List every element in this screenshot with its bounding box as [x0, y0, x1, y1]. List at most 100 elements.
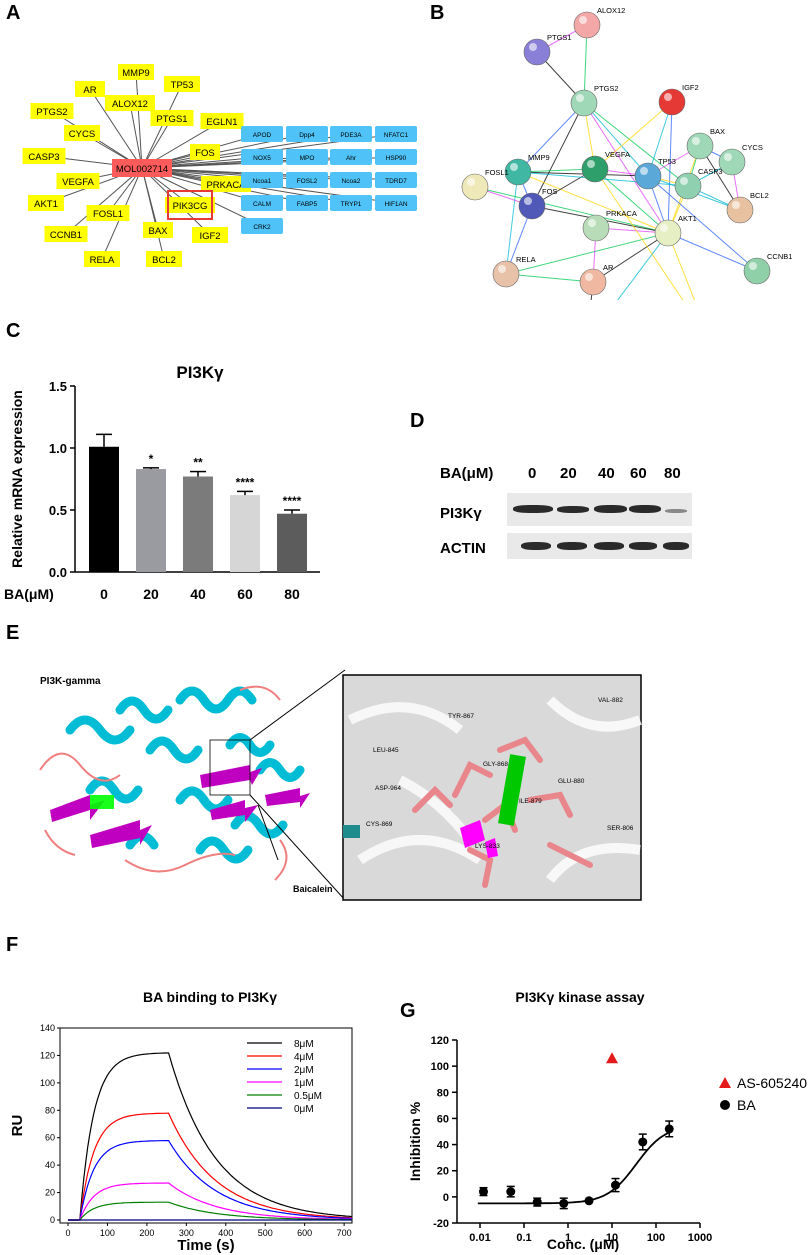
- chart-f-legend-label: 4μM: [294, 1052, 314, 1063]
- node-fos: FOS: [190, 144, 220, 160]
- chart-g-ytick: 40: [437, 1140, 449, 1152]
- chart-f-ytick: 40: [45, 1160, 55, 1170]
- ppi-node-fosl1: FOSL1: [461, 168, 509, 201]
- chart-g-xtick: 1: [565, 1232, 571, 1244]
- chart-f-ytick: 140: [40, 1023, 55, 1033]
- svg-text:CYCS: CYCS: [742, 143, 763, 152]
- node-prkaca: PRKACA: [201, 176, 251, 192]
- wb-header-label: BA(μM): [440, 465, 494, 482]
- chart-c-sig: ****: [236, 475, 255, 489]
- kinase-assay-chart: PI3Kγ kinase assay Inhibition % Conc. (μM)…: [407, 989, 807, 1252]
- svg-text:AKT1: AKT1: [34, 199, 58, 210]
- svg-text:IGF2: IGF2: [682, 83, 699, 92]
- chart-g-ytick: 100: [431, 1061, 449, 1073]
- node-pik3cg: PIK3CG: [165, 197, 215, 213]
- node-tdrd7: TDRD7: [375, 172, 417, 188]
- ppi-node-fos: FOS: [518, 187, 557, 220]
- chart-f-xtick: 0: [65, 1228, 70, 1238]
- svg-text:Ncoa1: Ncoa1: [253, 178, 272, 185]
- svg-text:PTGS1: PTGS1: [156, 114, 187, 125]
- svg-text:PIK3CG: PIK3CG: [173, 201, 208, 212]
- node-vegfa: VEGFA: [56, 173, 100, 189]
- ppi-node-igf2: IGF2: [658, 83, 699, 116]
- node-ptgs1: PTGS1: [150, 110, 194, 126]
- svg-text:TDRD7: TDRD7: [385, 178, 407, 185]
- compound-target-network: MMP9 AR TP53 ALOX12 PTGS2 PTGS1 EGLN1 CYCS FOS CA…: [22, 64, 417, 267]
- chart-f-title: BA binding to PI3Kγ: [143, 989, 277, 1005]
- residue-glu-880: GLU-880: [558, 778, 585, 785]
- svg-text:Dpp4: Dpp4: [299, 132, 315, 139]
- ppi-node-bax: BAX: [686, 127, 725, 160]
- chart-g-point: [606, 1052, 619, 1064]
- chart-g-point: [532, 1197, 542, 1207]
- svg-text:VEGFA: VEGFA: [62, 177, 94, 188]
- chart-c-bar: [136, 469, 166, 572]
- ppi-node-akt1: AKT1: [654, 214, 697, 247]
- chart-g-ytick: 60: [437, 1113, 449, 1125]
- chart-f-ytick: 80: [45, 1105, 55, 1115]
- chart-g-point: [664, 1124, 674, 1134]
- ppi-node-rela: RELA: [492, 255, 536, 288]
- chart-c-ytick: 1.5: [49, 379, 67, 394]
- chart-g-xtick: 0.1: [516, 1232, 531, 1244]
- node-mpo: MPO: [286, 149, 328, 165]
- chart-g-point: [610, 1180, 620, 1190]
- chart-f-legend-label: 8μM: [294, 1039, 314, 1050]
- chart-c-xtick: 40: [190, 586, 206, 602]
- chart-c-sig: *: [149, 452, 154, 466]
- ppi-node-tp53: TP53: [634, 157, 676, 190]
- wb-row-actin-label: ACTIN: [440, 540, 486, 557]
- svg-text:AR: AR: [603, 263, 614, 272]
- docking-figure: VAL-882 TYR-867 LEU-845 GLY-868 GLU-880 ASP-9…: [39, 669, 642, 901]
- svg-text:RELA: RELA: [90, 255, 115, 266]
- chart-f-legend-label: 0μM: [294, 1104, 314, 1115]
- ligand-label: Baicalein: [293, 884, 333, 894]
- panel-label-b: B: [430, 2, 445, 24]
- svg-text:AKT1: AKT1: [678, 214, 697, 223]
- node-calm: CALM: [241, 195, 283, 211]
- svg-text:PRKACA: PRKACA: [206, 180, 246, 191]
- node-alox12: ALOX12: [105, 95, 155, 111]
- mrna-bar-chart: PI3Kγ Relative mRNA expression 0.0 0.5 1.0 1.…: [4, 363, 320, 602]
- chart-f-ytick: 120: [40, 1050, 55, 1060]
- chart-c-ytick: 1.0: [49, 441, 67, 456]
- svg-text:Ncoa2: Ncoa2: [342, 178, 361, 185]
- ppi-node-ccnb1: CCNB1: [743, 252, 792, 285]
- node-pde3a: PDE3A: [330, 126, 372, 142]
- chart-c-bar: [230, 495, 260, 572]
- chart-g-point: [584, 1196, 594, 1206]
- node-cycs: CYCS: [64, 125, 100, 141]
- chart-f-xtick: 600: [297, 1228, 312, 1238]
- chart-f-legend-label: 0.5μM: [294, 1091, 322, 1102]
- node-bcl2: BCL2: [146, 251, 182, 267]
- ppi-node-prkaca: PRKACA: [582, 209, 637, 242]
- panel-label-e: E: [6, 622, 20, 644]
- svg-text:FOSL1: FOSL1: [485, 168, 509, 177]
- chart-f-xtick: 100: [100, 1228, 115, 1238]
- node-nox5: NOX5: [241, 149, 283, 165]
- node-apod: APOD: [241, 126, 283, 142]
- panel-label-f: F: [6, 934, 19, 956]
- svg-text:FOS: FOS: [542, 187, 557, 196]
- wb-blot-actin: [507, 533, 692, 559]
- chart-g-xtick: 1000: [688, 1232, 712, 1244]
- residue-val-882: VAL-882: [598, 697, 623, 704]
- chart-c-sig: **: [193, 456, 203, 470]
- chart-g-legend-marker: [719, 1077, 731, 1088]
- chart-f-legend-label: 1μM: [294, 1078, 314, 1089]
- chart-f-series-line: [68, 1201, 352, 1221]
- wb-dose-80: 80: [664, 465, 681, 482]
- node-hif1an: HIF1AN: [375, 195, 417, 211]
- svg-text:AR: AR: [83, 85, 96, 96]
- chart-g-ytick: 120: [431, 1035, 449, 1047]
- chart-c-ytick: 0.0: [49, 565, 67, 580]
- node-ncoa2: Ncoa2: [330, 172, 372, 188]
- chart-f-ytick: 20: [45, 1188, 55, 1198]
- svg-text:IGF2: IGF2: [199, 231, 220, 242]
- spr-binding-chart: BA binding to PI3Kγ RU Time (s) 0 20 40 60 80 10…: [9, 989, 353, 1254]
- node-fosl1: FOSL1: [86, 205, 130, 221]
- ppi-node-mmp9: MMP9: [504, 153, 550, 186]
- node-nfatc1: NFATC1: [375, 126, 417, 142]
- ppi-node-alox12: ALOX12: [573, 6, 625, 39]
- wb-blot-pi3k: [507, 493, 692, 526]
